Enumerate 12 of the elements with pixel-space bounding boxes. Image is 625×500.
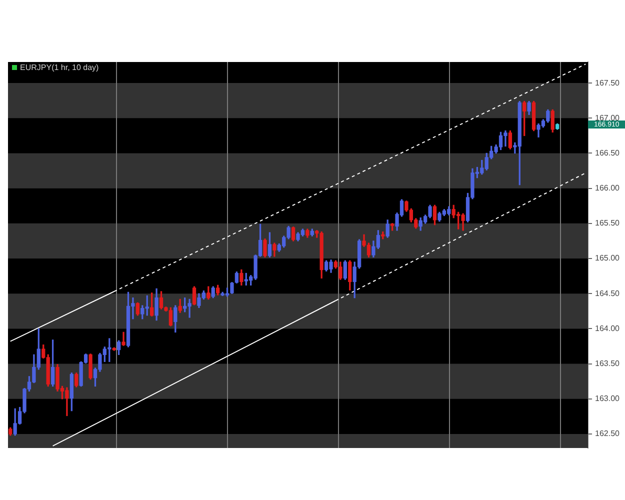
y-tick-label: 166.00 — [595, 184, 620, 193]
y-tick-label: 164.00 — [595, 324, 620, 333]
y-tick-label: 165.00 — [595, 254, 620, 263]
y-tick-label: 167.50 — [595, 78, 620, 88]
y-tick-label: 163.00 — [595, 394, 620, 404]
y-tick-label: 167.00 — [595, 113, 620, 122]
y-tick-label: 162.50 — [595, 429, 620, 438]
chart-title: EURJPY(1 hr, 10 day) — [20, 63, 100, 72]
y-tick-label: 165.50 — [595, 218, 620, 228]
y-tick-label: 166.50 — [595, 148, 620, 158]
y-tick-label: 163.50 — [595, 358, 620, 368]
y-tick-label: 164.50 — [595, 288, 620, 298]
